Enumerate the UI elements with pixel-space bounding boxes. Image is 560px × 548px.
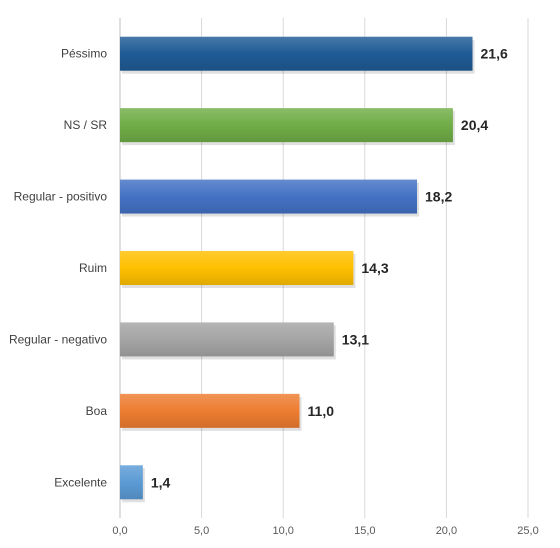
tick-label: 25,0 [517, 525, 538, 537]
bar [120, 465, 143, 500]
data-label: 1,4 [151, 474, 171, 490]
bar [120, 36, 473, 71]
bars [120, 36, 475, 503]
tick-label: 20,0 [436, 525, 457, 537]
category-label: Regular - positivo [14, 190, 108, 204]
data-label: 13,1 [342, 331, 369, 347]
bar [120, 108, 453, 143]
data-label: 14,3 [361, 260, 388, 276]
tick-label: 10,0 [272, 525, 293, 537]
category-label: Boa [86, 404, 108, 418]
tick-label: 0,0 [112, 525, 127, 537]
bar [120, 179, 418, 214]
data-label: 21,6 [481, 46, 508, 62]
data-label: 11,0 [308, 403, 335, 419]
category-label: Excelente [54, 475, 107, 489]
labels: 0,0 5,0 10,0 15,0 20,0 25,0 Péssimo 21,6 NS / SR… [9, 46, 539, 537]
bar [120, 393, 300, 428]
category-label: Ruim [79, 261, 107, 275]
data-label: 18,2 [425, 189, 452, 205]
category-label: Regular - negativo [9, 332, 107, 346]
bar [120, 322, 334, 357]
bar [120, 251, 354, 285]
category-label: Péssimo [61, 47, 107, 61]
category-label: NS / SR [64, 118, 108, 132]
data-label: 20,4 [461, 117, 488, 133]
tick-label: 5,0 [194, 525, 209, 537]
tick-label: 15,0 [354, 525, 375, 537]
